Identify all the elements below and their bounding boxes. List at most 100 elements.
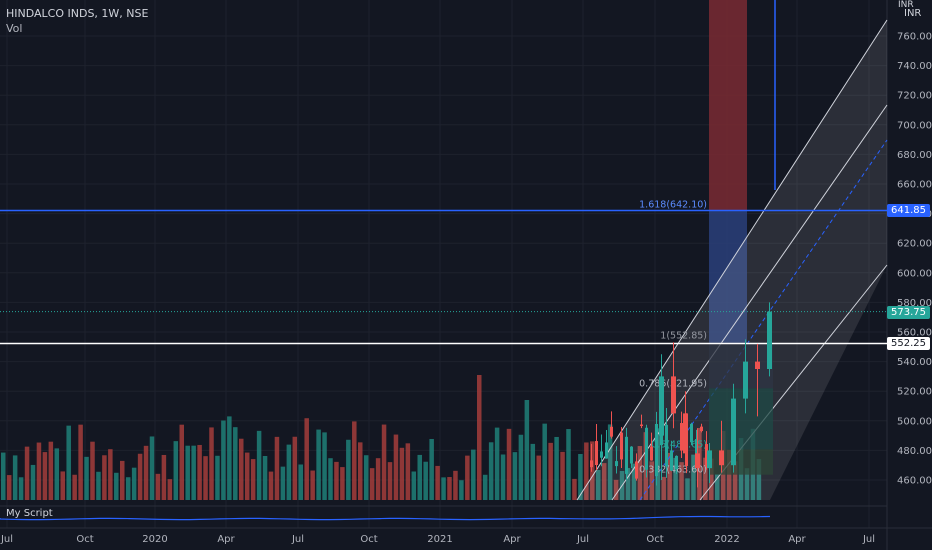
volume-bar	[60, 471, 65, 500]
volume-bar	[375, 458, 381, 500]
volume-bar	[114, 472, 119, 500]
volume-bar	[471, 449, 476, 500]
volume-label: Vol	[6, 22, 23, 35]
volume-bar	[500, 454, 506, 500]
x-tick-label: Jul	[291, 534, 304, 545]
candle-body	[645, 427, 648, 470]
candle-body	[705, 444, 708, 467]
volume-bar	[411, 471, 417, 500]
candle-body	[600, 451, 603, 458]
volume-bar	[488, 442, 494, 500]
volume-bar	[346, 439, 351, 500]
volume-bar	[405, 443, 411, 500]
volume-bar	[334, 461, 339, 500]
candle-body	[659, 376, 664, 436]
volume-bar	[72, 474, 77, 500]
volume-bar	[179, 424, 184, 500]
volume-bar	[358, 442, 363, 500]
y-tick-label: 500.00	[897, 416, 932, 427]
candle-body	[671, 376, 676, 414]
volume-bar	[280, 466, 286, 500]
volume-bar	[607, 424, 613, 500]
volume-bar	[215, 455, 220, 500]
fib-zone	[709, 388, 773, 450]
volume-bar	[381, 424, 387, 500]
candle-body	[719, 450, 724, 466]
volume-bar	[530, 443, 536, 500]
volume-bar	[459, 480, 464, 500]
volume-bar	[465, 455, 470, 500]
candle-body	[700, 426, 703, 432]
volume-bar	[673, 457, 678, 500]
volume-bar	[78, 424, 83, 500]
volume-bar	[24, 446, 30, 500]
volume-bar	[149, 436, 155, 500]
volume-bar	[340, 467, 345, 500]
x-tick-label: Jul	[862, 534, 875, 545]
volume-bar	[310, 470, 315, 500]
candle-body	[640, 424, 643, 427]
candle-body	[620, 432, 623, 460]
x-tick-label: Oct	[646, 534, 663, 545]
volume-bar	[631, 463, 637, 500]
volume-bar	[590, 441, 595, 500]
volume-bar	[54, 448, 60, 500]
x-tick-label: Apr	[217, 534, 235, 545]
volume-bar	[18, 477, 24, 500]
volume-bar	[304, 418, 309, 500]
volume-bar	[512, 452, 518, 500]
volume-bar	[744, 468, 750, 500]
y-tick-label: 620.00	[897, 239, 932, 250]
volume-bar	[173, 441, 179, 500]
candle-body	[625, 436, 628, 474]
volume-bar	[596, 469, 601, 500]
volume-bar	[131, 467, 137, 500]
x-tick-label: Apr	[788, 534, 806, 545]
volume-bar	[268, 471, 274, 500]
volume-bar	[262, 455, 268, 500]
y-tick-label: 660.00	[897, 180, 932, 191]
white-level-box: 552.25	[887, 337, 930, 350]
volume-bar	[48, 441, 54, 500]
volume-bar	[30, 464, 36, 500]
volume-bar	[715, 474, 720, 500]
candle-body	[675, 455, 678, 469]
currency-label-top: INR	[898, 0, 914, 10]
volume-bar	[1, 452, 6, 500]
candle-body	[595, 441, 598, 466]
candle-body	[690, 423, 693, 443]
volume-bar	[601, 463, 607, 500]
volume-bar	[441, 477, 446, 500]
volume-bar	[120, 460, 125, 500]
indicator-label: My Script	[6, 508, 53, 519]
x-tick-label: 2020	[142, 534, 167, 545]
x-tick-label: 2021	[427, 534, 452, 545]
volume-bar	[12, 455, 18, 500]
volume-bar	[482, 474, 488, 500]
volume-bar	[161, 454, 167, 500]
volume-bar	[221, 420, 226, 500]
candle-body	[670, 450, 673, 471]
volume-bar	[286, 444, 292, 500]
volume-bar	[185, 445, 190, 500]
volume-bar	[709, 458, 714, 500]
volume-bar	[363, 455, 369, 500]
candle-body	[615, 461, 618, 467]
volume-bar	[143, 445, 149, 500]
volume-bar	[316, 429, 321, 500]
candle-body	[680, 423, 683, 451]
volume-bar	[494, 427, 500, 500]
x-tick-label: Oct	[360, 534, 377, 545]
volume-bar	[524, 400, 530, 500]
candle-body	[665, 424, 668, 467]
volume-bar	[667, 452, 672, 500]
volume-bar	[453, 470, 458, 500]
volume-bar	[125, 477, 131, 500]
fib-label: 0.5(480.65)	[651, 439, 707, 450]
volume-bar	[691, 454, 696, 500]
volume-bar	[167, 479, 173, 500]
volume-bar	[435, 465, 440, 500]
candle-body	[655, 423, 658, 477]
